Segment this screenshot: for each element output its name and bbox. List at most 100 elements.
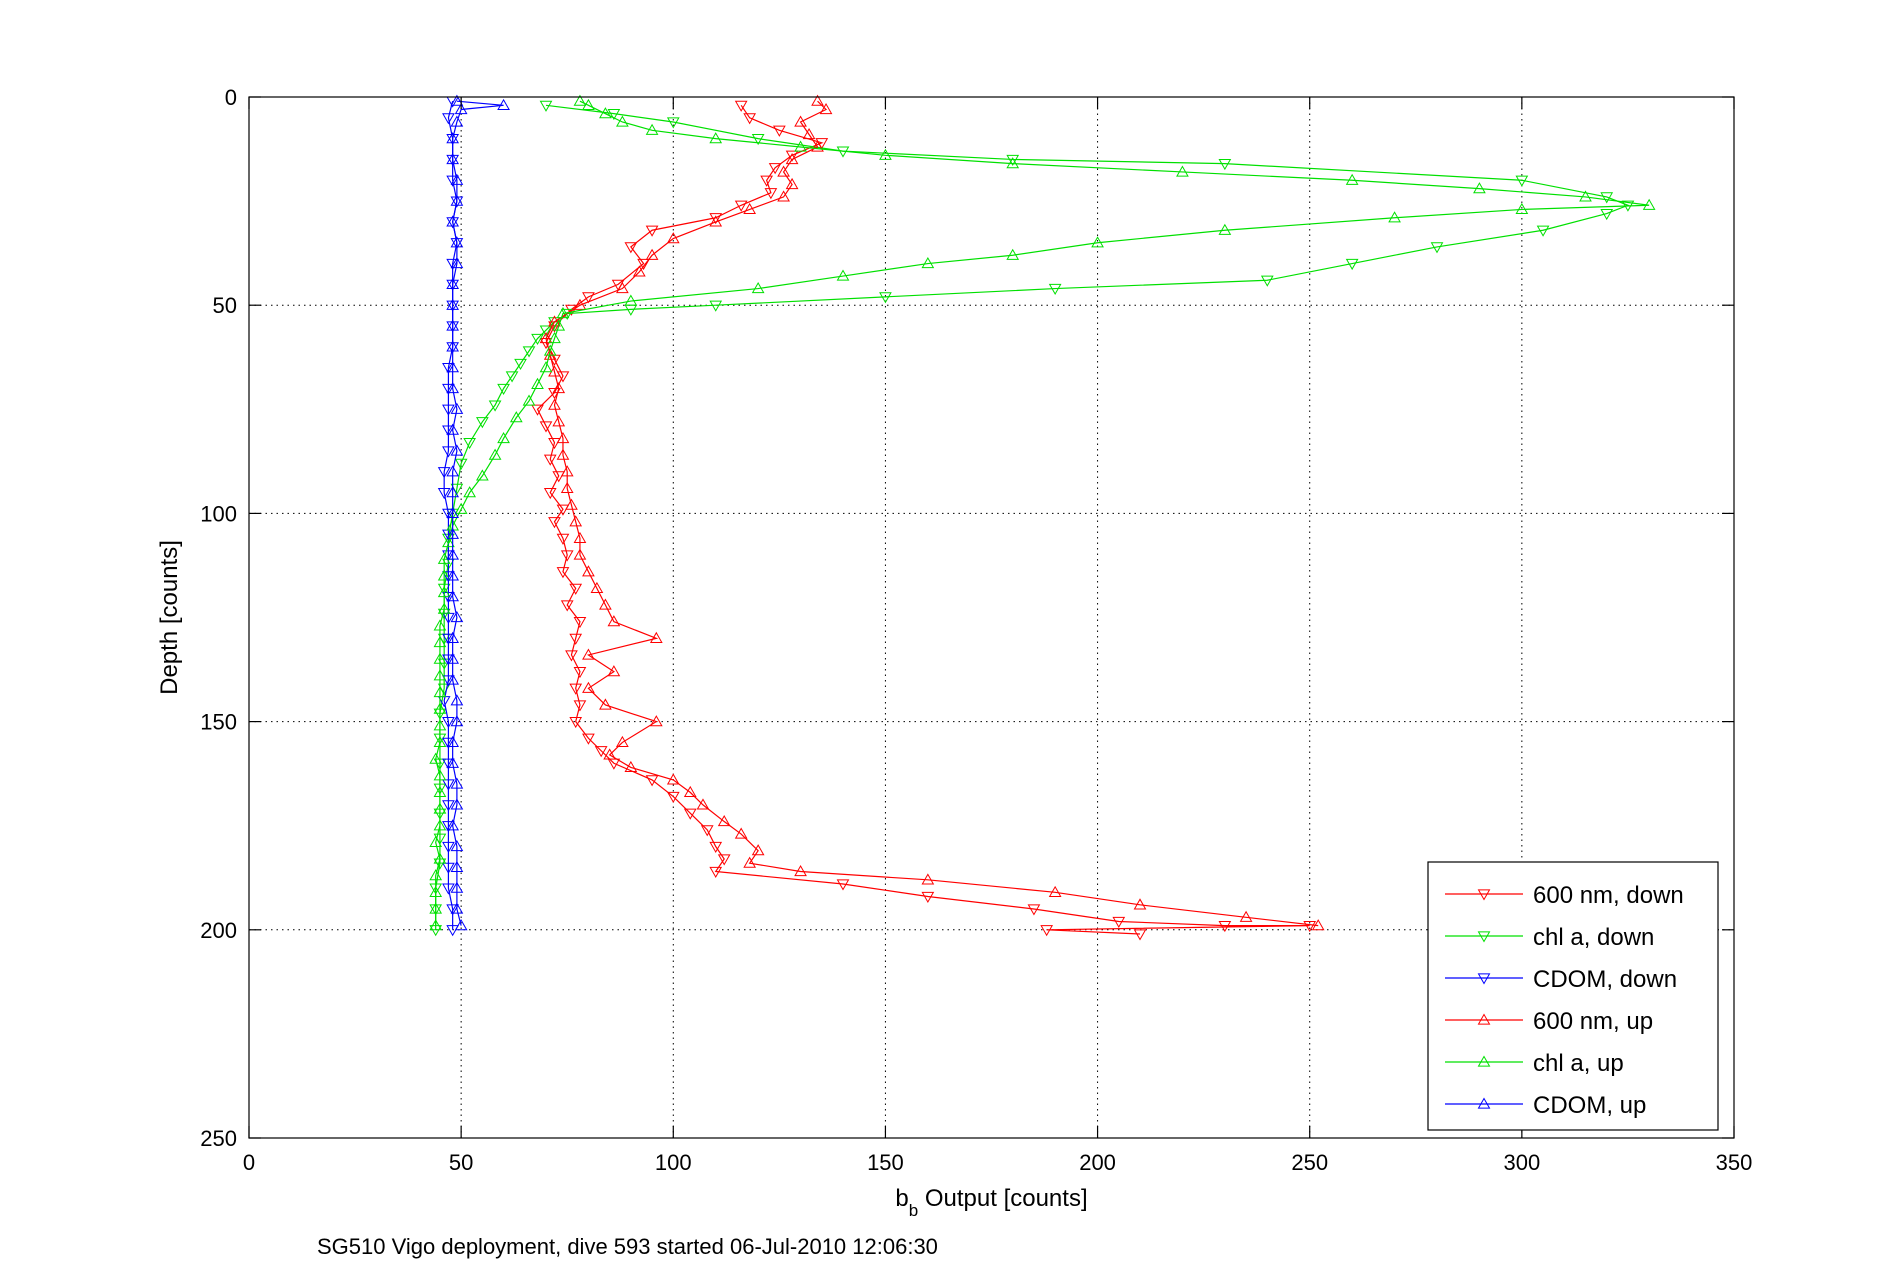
data-point bbox=[556, 307, 570, 319]
series-5 bbox=[446, 94, 510, 931]
y-tick-label: 100 bbox=[200, 501, 237, 526]
data-point bbox=[446, 756, 460, 768]
data-point bbox=[552, 381, 566, 394]
data-point bbox=[442, 841, 455, 854]
data-point bbox=[450, 115, 464, 127]
data-point bbox=[497, 431, 510, 444]
data-point bbox=[772, 125, 786, 137]
data-point bbox=[437, 467, 451, 479]
data-point bbox=[442, 758, 455, 770]
data-point bbox=[446, 527, 460, 539]
data-point bbox=[709, 841, 723, 854]
data-point bbox=[442, 716, 455, 729]
data-point bbox=[442, 363, 455, 375]
data-point bbox=[450, 402, 464, 414]
data-point bbox=[1642, 198, 1656, 210]
data-point bbox=[560, 465, 574, 477]
data-point bbox=[442, 571, 455, 583]
x-tick-label: 100 bbox=[655, 1150, 692, 1175]
data-point bbox=[442, 654, 455, 666]
data-point bbox=[836, 879, 850, 891]
plot-grid bbox=[249, 97, 1734, 1138]
data-point bbox=[488, 448, 502, 460]
data-point bbox=[446, 904, 460, 916]
data-point bbox=[649, 631, 663, 643]
y-axis-label: Depth [counts] bbox=[156, 540, 183, 695]
data-point bbox=[437, 552, 451, 564]
data-point bbox=[1303, 921, 1317, 933]
data-point bbox=[569, 716, 583, 729]
plot-series bbox=[429, 94, 1656, 941]
y-tick-label: 250 bbox=[200, 1126, 237, 1151]
data-point bbox=[582, 292, 595, 304]
data-point bbox=[1218, 223, 1232, 235]
data-point bbox=[811, 94, 824, 106]
data-point bbox=[603, 748, 617, 760]
legend-label: 600 nm, up bbox=[1533, 1008, 1653, 1035]
data-point bbox=[450, 257, 464, 269]
data-point bbox=[645, 123, 659, 135]
legend-swatch-marker bbox=[1477, 931, 1491, 943]
data-point bbox=[446, 279, 460, 291]
data-point bbox=[442, 536, 455, 548]
legend-label: chl a, up bbox=[1533, 1050, 1624, 1077]
data-point bbox=[1536, 225, 1550, 237]
data-point bbox=[1133, 898, 1147, 910]
data-point bbox=[560, 308, 574, 321]
data-point bbox=[450, 840, 464, 852]
data-point bbox=[475, 469, 489, 481]
data-point bbox=[548, 398, 561, 410]
y-tick-label: 150 bbox=[200, 710, 237, 735]
data-point bbox=[734, 827, 748, 839]
x-tick-label: 300 bbox=[1503, 1150, 1540, 1175]
data-point bbox=[743, 202, 757, 215]
figure-caption: SG510 Vigo deployment, dive 593 started … bbox=[317, 1234, 938, 1259]
data-point bbox=[543, 487, 557, 500]
legend-entry: 600 nm, up bbox=[1445, 1008, 1653, 1035]
data-point bbox=[1040, 925, 1054, 937]
legend: 600 nm, down chl a, down CDOM, down 600 nm,… bbox=[1427, 861, 1719, 1131]
data-point bbox=[450, 444, 464, 456]
x-axis-label-rest: Output [counts] bbox=[918, 1185, 1087, 1212]
data-point bbox=[548, 365, 561, 377]
data-point bbox=[1239, 910, 1253, 922]
data-point bbox=[683, 808, 697, 820]
data-point bbox=[1027, 904, 1041, 916]
plot-frame bbox=[248, 96, 1735, 1139]
legend-label: CDOM, up bbox=[1533, 1092, 1646, 1119]
data-point bbox=[433, 619, 447, 631]
data-point bbox=[446, 217, 460, 229]
data-point bbox=[433, 852, 447, 864]
data-point bbox=[454, 919, 468, 931]
data-point bbox=[696, 798, 710, 810]
data-point bbox=[454, 502, 468, 514]
data-point bbox=[582, 681, 595, 693]
data-point bbox=[446, 152, 460, 165]
data-point bbox=[446, 590, 460, 602]
data-point bbox=[573, 94, 587, 106]
x-tick-label: 200 bbox=[1079, 1150, 1116, 1175]
data-point bbox=[1048, 283, 1062, 296]
data-point bbox=[709, 213, 723, 225]
series-3 bbox=[539, 94, 1325, 931]
data-point bbox=[450, 715, 464, 727]
data-point bbox=[442, 862, 455, 874]
data-point bbox=[1473, 182, 1486, 194]
data-point bbox=[565, 304, 578, 316]
data-point bbox=[442, 800, 455, 812]
legend-entry: chl a, down bbox=[1445, 924, 1654, 951]
data-point bbox=[573, 548, 587, 560]
data-point bbox=[442, 383, 455, 395]
data-point bbox=[607, 615, 621, 627]
data-point bbox=[522, 346, 536, 358]
data-point bbox=[450, 694, 464, 706]
data-point bbox=[433, 802, 447, 814]
data-point bbox=[429, 752, 443, 764]
data-point bbox=[632, 265, 646, 277]
data-point bbox=[433, 819, 447, 831]
data-point bbox=[1260, 275, 1274, 287]
data-point bbox=[446, 340, 460, 352]
data-point bbox=[717, 854, 731, 866]
data-point bbox=[582, 98, 595, 110]
legend-entry: CDOM, down bbox=[1445, 966, 1677, 993]
